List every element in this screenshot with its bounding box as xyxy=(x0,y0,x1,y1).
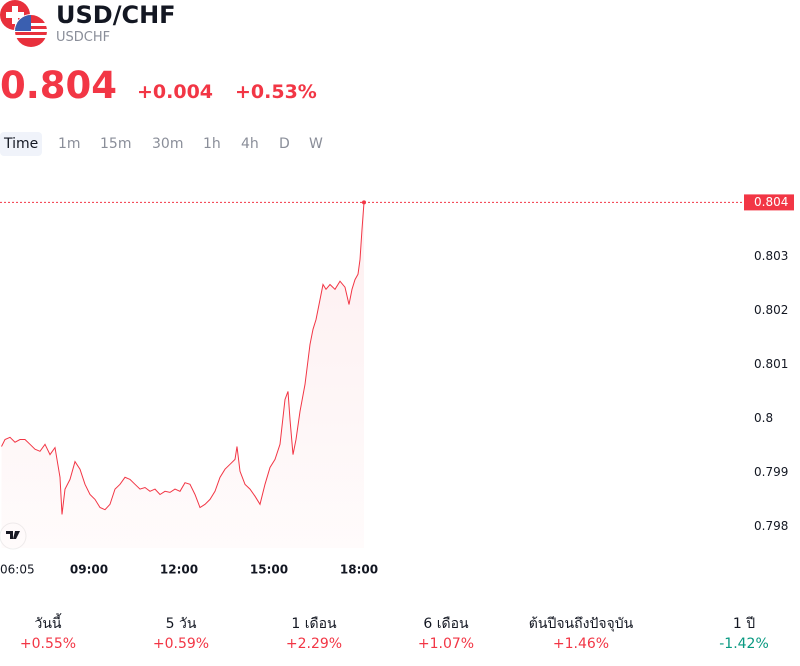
flags xyxy=(0,0,48,48)
timeframe-tab[interactable]: 1m xyxy=(58,136,81,152)
change: +0.004 xyxy=(137,81,214,103)
x-tick-label: 12:00 xyxy=(160,563,198,577)
stat-label: 6 เดือน xyxy=(423,616,469,632)
y-tick-label: 0.799 xyxy=(754,465,788,479)
change-percent: +0.53% xyxy=(235,81,317,103)
stat-value: +2.29% xyxy=(285,636,343,652)
y-tick-label: 0.801 xyxy=(754,357,788,371)
stat-label: ต้นปีจนถึงปัจจุบัน xyxy=(528,616,634,632)
x-tick-label: 09:00 xyxy=(70,563,108,577)
timeframe-tab[interactable]: 30m xyxy=(152,136,184,152)
area-fill xyxy=(1,202,364,548)
price: 0.804 xyxy=(0,64,118,107)
stat-label: วันนี้ xyxy=(34,616,62,632)
y-tick-label: 0.8 xyxy=(754,411,773,425)
y-tick-label: 0.802 xyxy=(754,303,788,317)
x-tick-label: 15:00 xyxy=(250,563,288,577)
y-tick-label: 0.798 xyxy=(754,519,788,533)
last-price-badge xyxy=(744,194,794,211)
timeframe-tab[interactable]: 15m xyxy=(100,136,132,152)
timeframe-tab[interactable]: 1h xyxy=(203,136,221,152)
timeframe-tab[interactable]: D xyxy=(279,136,290,152)
timeframe-tab[interactable]: W xyxy=(309,136,323,152)
stat-value: +0.55% xyxy=(19,636,77,652)
last-price-label: 0.804 xyxy=(754,195,788,209)
stat-value: -1.42% xyxy=(719,636,769,652)
title: USD/CHF xyxy=(56,1,176,29)
stat-value: +1.07% xyxy=(417,636,475,652)
x-tick-label: 18:00 xyxy=(340,563,378,577)
price-line xyxy=(1,202,365,515)
last-point xyxy=(362,200,366,205)
symbol: USDCHF xyxy=(56,30,111,45)
chart: 0.798 0.799 0.8 0.801 0.802 0.803 06:05 09:00 12… xyxy=(0,194,794,577)
stat-label: 1 ปี xyxy=(732,616,756,632)
stat-label: 1 เดือน xyxy=(291,616,337,632)
timeframe-tab[interactable]: Time xyxy=(0,132,43,156)
stat-value: +1.46% xyxy=(552,636,610,652)
x-tick-label: 06:05 xyxy=(0,563,35,577)
y-tick-label: 0.803 xyxy=(754,249,788,263)
timeframe-tab[interactable]: 4h xyxy=(241,136,259,152)
stat-value: +0.59% xyxy=(152,636,210,652)
stat-label: 5 วัน xyxy=(165,616,197,632)
